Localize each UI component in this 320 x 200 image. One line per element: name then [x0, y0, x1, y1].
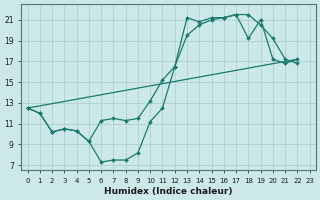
- X-axis label: Humidex (Indice chaleur): Humidex (Indice chaleur): [104, 187, 233, 196]
